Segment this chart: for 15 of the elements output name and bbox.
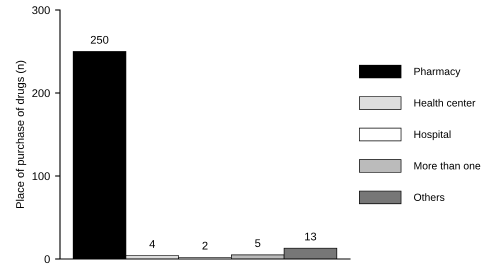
legend-label: Hospital [414, 130, 450, 140]
y-tick-label: 200 [32, 89, 50, 98]
legend-label: Others [414, 193, 444, 201]
data-label: 5 [255, 239, 260, 248]
legend-label: More than one [414, 162, 480, 170]
data-label: 13 [305, 232, 316, 240]
y-tick-label: 0 [44, 255, 50, 264]
y-axis-title: Place of purchase of drugs (n) [16, 60, 26, 208]
data-label: 2 [202, 242, 208, 250]
legend-label: Health center [414, 98, 476, 107]
y-tick-label: 300 [32, 6, 50, 14]
data-label: 4 [149, 240, 156, 248]
data-label: 250 [90, 36, 108, 44]
y-tick-label: 100 [32, 172, 50, 180]
legend-label: Pharmacy [414, 67, 460, 78]
